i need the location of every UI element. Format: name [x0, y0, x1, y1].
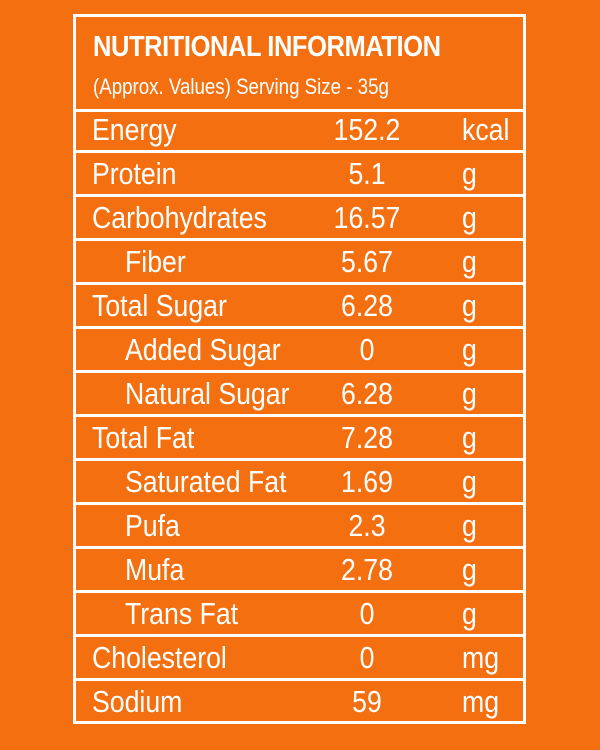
- nutrient-value: 1.69: [341, 464, 393, 499]
- nutrient-name: Energy: [92, 112, 177, 147]
- nutrient-name: Fiber: [125, 244, 186, 279]
- nutrient-row-fiber: Fiber 5.67 g: [76, 241, 523, 285]
- nutrient-value: 59: [352, 684, 382, 719]
- nutrient-name: Saturated Fat: [125, 464, 287, 499]
- nutrient-unit: g: [462, 420, 477, 455]
- nutrient-unit: g: [462, 200, 477, 235]
- nutrient-name: Total Sugar: [92, 288, 227, 323]
- nutrient-value: 2.3: [348, 508, 386, 543]
- nutrient-unit: g: [462, 464, 477, 499]
- nutrient-row-mufa: Mufa 2.78 g: [76, 549, 523, 593]
- nutrient-name: Pufa: [125, 508, 180, 543]
- nutrient-row-saturated-fat: Saturated Fat 1.69 g: [76, 461, 523, 505]
- nutrient-row-energy: Energy 152.2 kcal: [76, 109, 523, 153]
- nutrient-unit: g: [462, 156, 477, 191]
- nutrient-name: Cholesterol: [92, 640, 227, 675]
- nutrient-name: Sodium: [92, 684, 183, 719]
- nutrient-value: 0: [359, 640, 375, 675]
- nutrient-row-sodium: Sodium 59 mg: [76, 681, 523, 725]
- nutrient-row-carbohydrates: Carbohydrates 16.57 g: [76, 197, 523, 241]
- nutrient-unit: g: [462, 332, 477, 367]
- nutrient-name: Protein: [92, 156, 177, 191]
- nutrient-unit: mg: [462, 640, 500, 675]
- nutrient-name: Mufa: [125, 552, 185, 587]
- nutrient-value: 5.67: [341, 244, 393, 279]
- nutrient-unit: g: [462, 508, 477, 543]
- nutrient-row-pufa: Pufa 2.3 g: [76, 505, 523, 549]
- nutrient-unit: kcal: [462, 112, 510, 147]
- nutrient-name: Added Sugar: [125, 332, 281, 367]
- nutrition-header: NUTRITIONAL INFORMATION (Approx. Values)…: [76, 17, 523, 112]
- nutrient-unit: g: [462, 552, 477, 587]
- nutrition-panel: NUTRITIONAL INFORMATION (Approx. Values)…: [73, 14, 526, 724]
- nutrient-unit: g: [462, 376, 477, 411]
- nutrient-value: 7.28: [341, 420, 393, 455]
- nutrient-unit: mg: [462, 684, 500, 719]
- nutrient-row-added-sugar: Added Sugar 0 g: [76, 329, 523, 373]
- nutrient-unit: g: [462, 288, 477, 323]
- nutrient-value: 0: [359, 596, 375, 631]
- nutrient-value: 0: [359, 332, 375, 367]
- nutrition-title: NUTRITIONAL INFORMATION: [93, 31, 441, 63]
- nutrient-row-cholesterol: Cholesterol 0 mg: [76, 637, 523, 681]
- nutrient-row-trans-fat: Trans Fat 0 g: [76, 593, 523, 637]
- nutrient-value: 6.28: [341, 288, 393, 323]
- nutrient-value: 16.57: [333, 200, 401, 235]
- nutrient-value: 2.78: [341, 552, 393, 587]
- nutrient-unit: g: [462, 244, 477, 279]
- nutrient-value: 6.28: [341, 376, 393, 411]
- nutrient-unit: g: [462, 596, 477, 631]
- nutrient-value: 5.1: [348, 156, 386, 191]
- nutrient-row-natural-sugar: Natural Sugar 6.28 g: [76, 373, 523, 417]
- nutrient-value: 152.2: [333, 112, 401, 147]
- nutrient-name: Carbohydrates: [92, 200, 267, 235]
- serving-size-subtitle: (Approx. Values) Serving Size - 35g: [93, 74, 389, 99]
- nutrient-name: Trans Fat: [125, 596, 239, 631]
- nutrient-name: Total Fat: [92, 420, 195, 455]
- nutrient-name: Natural Sugar: [125, 376, 290, 411]
- nutrient-row-total-sugar: Total Sugar 6.28 g: [76, 285, 523, 329]
- nutrient-row-protein: Protein 5.1 g: [76, 153, 523, 197]
- nutrient-row-total-fat: Total Fat 7.28 g: [76, 417, 523, 461]
- nutrition-rows: Energy 152.2 kcal Protein 5.1 g Carbohyd…: [76, 109, 523, 725]
